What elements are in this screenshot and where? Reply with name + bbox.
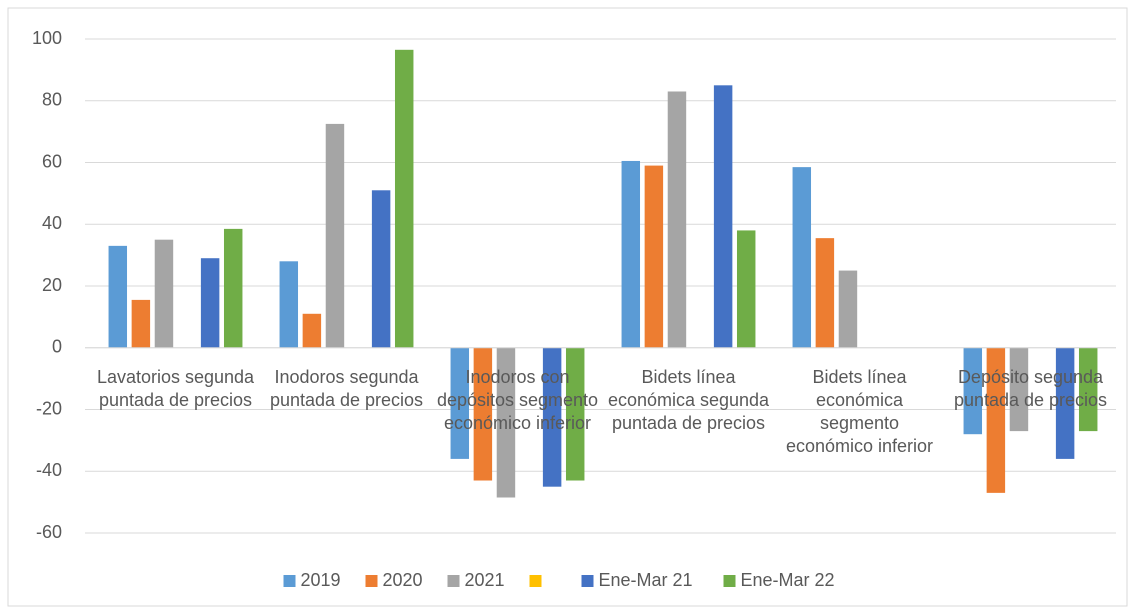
bar [131, 299, 151, 348]
legend-swatch [365, 575, 378, 587]
bar [473, 347, 493, 481]
bar [565, 347, 585, 481]
bar [394, 49, 414, 348]
legend-swatch [723, 575, 736, 587]
y-tick-label: 60 [42, 151, 62, 171]
bar [154, 239, 174, 348]
legend-swatch [283, 575, 296, 587]
bar [496, 347, 516, 498]
bar [838, 270, 858, 348]
bar [200, 258, 220, 348]
chart-frame [7, 7, 1128, 607]
legend-swatch [529, 575, 542, 587]
legend-label: 2021 [465, 570, 505, 590]
y-tick-label: 80 [42, 90, 62, 110]
y-tick-label: 0 [52, 337, 62, 357]
legend-label: 2019 [301, 570, 341, 590]
bar [667, 91, 687, 348]
bar [963, 347, 983, 435]
bar [736, 230, 756, 348]
x-tick-label: Depósito segunda puntada de precios [953, 367, 1108, 410]
bar [644, 165, 664, 348]
bar [713, 85, 733, 348]
legend-label: 2020 [383, 570, 423, 590]
legend-swatch [581, 575, 594, 587]
x-tick-label: Lavatorios segunda puntada de precios [96, 367, 255, 410]
bar [325, 123, 345, 348]
x-tick-label: Bidets línea económica segmento económic… [785, 367, 934, 456]
bar [371, 190, 391, 348]
bar [450, 347, 470, 459]
legend-swatch [447, 575, 460, 587]
x-tick-label: Inodoros con depósitos segmento económic… [436, 367, 599, 433]
bar [542, 347, 562, 487]
bar [1078, 347, 1098, 432]
y-tick-label: -20 [36, 398, 62, 418]
bar [792, 167, 812, 348]
y-tick-label: 40 [42, 213, 62, 233]
bar [1009, 347, 1029, 432]
bar [223, 228, 243, 348]
legend-label: Ene-Mar 22 [741, 570, 835, 590]
x-tick-label: Inodoros segunda puntada de precios [269, 367, 424, 410]
x-tick-label: Bidets línea económica segunda puntada d… [607, 367, 770, 433]
bar [815, 238, 835, 348]
bar [986, 347, 1006, 493]
bar [1055, 347, 1075, 459]
y-tick-label: 100 [32, 28, 62, 48]
y-tick-label: -60 [36, 522, 62, 542]
bar [621, 160, 641, 348]
legend-label: Ene-Mar 21 [599, 570, 693, 590]
y-tick-label: -40 [36, 460, 62, 480]
y-tick-label: 20 [42, 275, 62, 295]
bar [108, 245, 128, 348]
bar [279, 261, 299, 348]
bar [302, 313, 322, 348]
